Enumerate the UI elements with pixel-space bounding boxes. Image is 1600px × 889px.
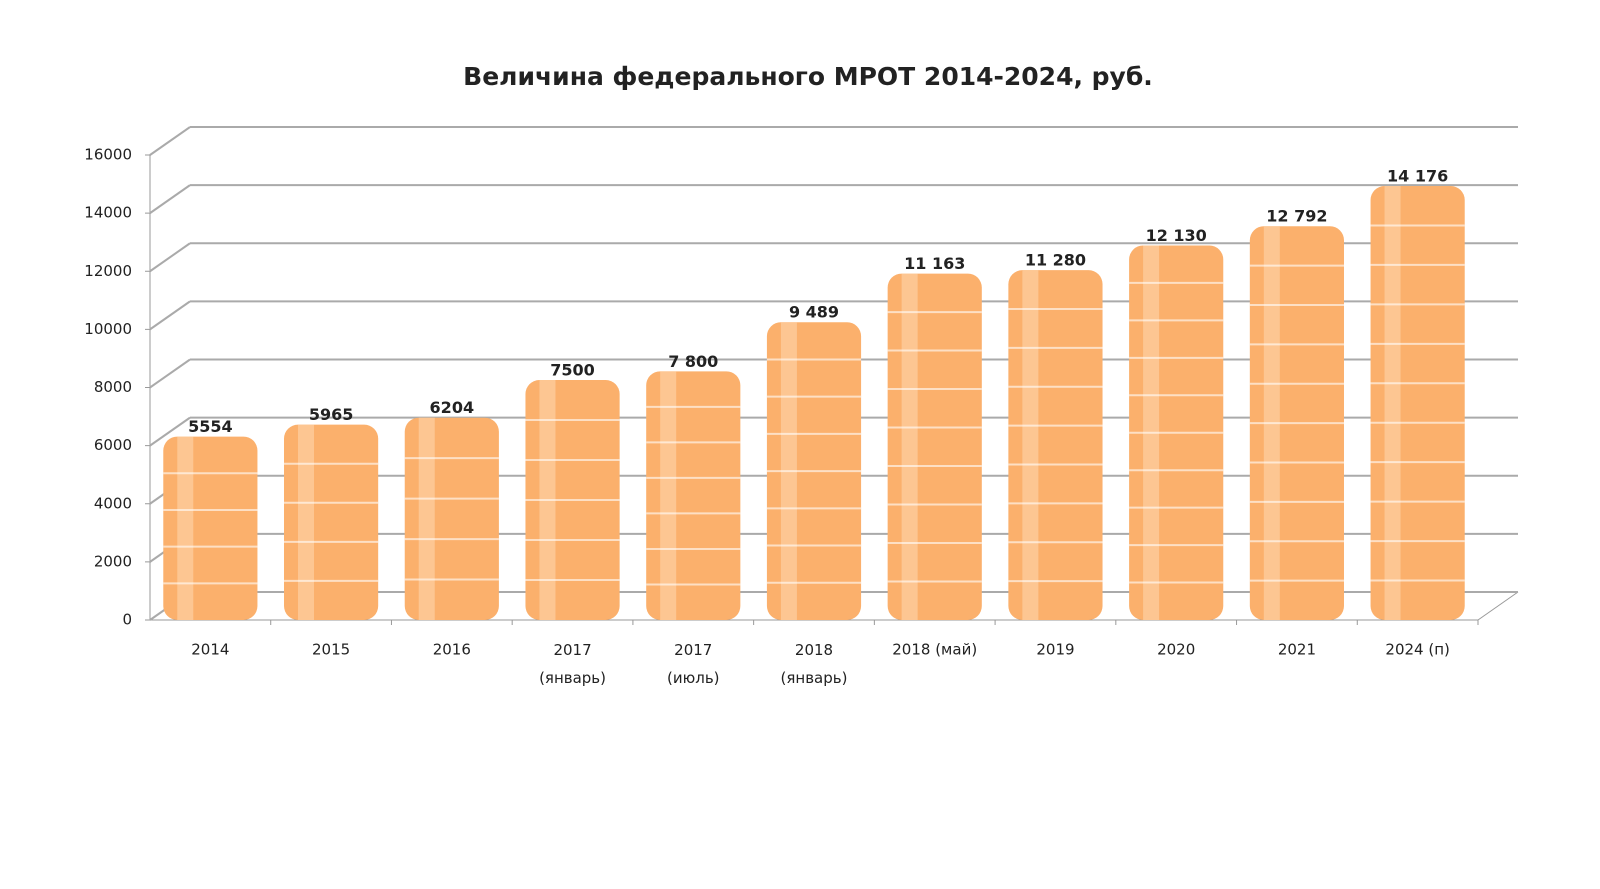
coin-stack (766, 322, 862, 620)
grid-line (149, 416, 191, 447)
value-label: 12 130 (1146, 226, 1207, 245)
x-tick-label: 2018 (май) (892, 641, 977, 659)
coin-stack (284, 424, 379, 620)
coin-stack (1129, 245, 1224, 621)
value-label: 6204 (430, 398, 475, 417)
value-label: 9 489 (789, 303, 839, 322)
grid-line (149, 300, 191, 331)
y-tick-label: 4000 (94, 494, 132, 512)
highlight (660, 371, 677, 620)
y-tick-label: 14000 (84, 204, 132, 222)
coin-stack (163, 436, 258, 620)
x-tick-label: 2015 (312, 641, 350, 659)
y-tick-label: 12000 (84, 262, 132, 280)
y-tick-label: 10000 (84, 320, 132, 338)
y-tick-label: 8000 (94, 378, 132, 396)
x-tick-label: 2017 (июль) (667, 641, 720, 687)
value-label: 7 800 (668, 352, 718, 371)
highlight (1022, 270, 1039, 620)
highlight (298, 424, 315, 620)
coin-stack (887, 273, 982, 620)
x-tick-label: 2016 (433, 641, 471, 659)
coin-stack (1370, 186, 1465, 620)
grid-line (149, 358, 191, 389)
axis-line (1477, 591, 1519, 621)
coin-stack (646, 371, 741, 620)
value-label: 5554 (188, 417, 233, 436)
coin-stack (404, 417, 499, 620)
highlight (418, 417, 435, 620)
y-tick-label: 16000 (84, 146, 132, 164)
x-tick-label: 2019 (1036, 641, 1074, 659)
y-tick-label: 6000 (94, 436, 132, 454)
x-tick-label: 2018 (январь) (781, 641, 848, 687)
value-label: 12 792 (1266, 207, 1327, 226)
chart-title: Величина федерального МРОТ 2014-2024, ру… (463, 62, 1153, 91)
coin-stack (1249, 226, 1344, 621)
x-tick-label: 2014 (191, 641, 229, 659)
value-label: 7500 (550, 361, 595, 380)
coin-stack (525, 380, 620, 620)
highlight (1384, 186, 1401, 620)
coin-stack (1008, 270, 1103, 620)
x-tick-label: 2020 (1157, 641, 1195, 659)
x-tick-label: 2024 (п) (1385, 641, 1449, 659)
x-tick-label: 2017 (январь) (539, 641, 606, 687)
value-label: 14 176 (1387, 167, 1448, 186)
value-label: 11 280 (1025, 251, 1086, 270)
y-tick-label: 2000 (94, 552, 132, 570)
value-label: 11 163 (904, 254, 965, 273)
highlight (177, 436, 194, 620)
y-tick-label: 0 (122, 611, 132, 629)
highlight (901, 273, 918, 620)
x-tick-label: 2021 (1278, 641, 1316, 659)
grid-line (149, 126, 191, 156)
grid-line (149, 242, 191, 273)
grid-line (149, 184, 191, 214)
value-label: 5965 (309, 405, 354, 424)
